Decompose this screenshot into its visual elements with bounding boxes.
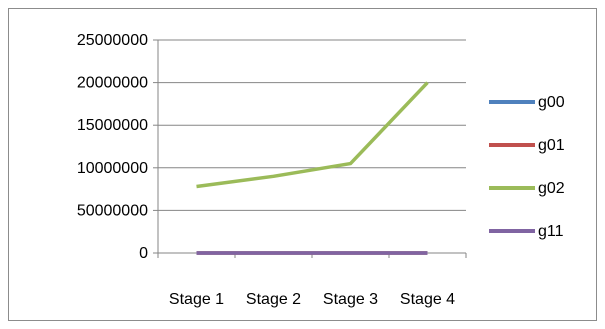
legend-label-g00: g00 [538, 94, 565, 111]
series-lines [196, 81, 429, 255]
y-tick-label: 15000000 [77, 117, 148, 134]
gridlines [157, 39, 466, 254]
y-tick-label: 10000000 [77, 160, 148, 177]
y-axis-ticks: 0 50000000 10000000 15000000 20000000 2500000… [77, 32, 158, 262]
y-tick-label: 25000000 [77, 32, 148, 49]
x-tick-label: Stage 1 [169, 291, 224, 308]
y-tick-label: 0 [139, 245, 148, 262]
legend-label-g01: g01 [538, 137, 565, 154]
x-axis-ticks: Stage 1 Stage 2 Stage 3 Stage 4 [157, 253, 467, 308]
x-tick-label: Stage 2 [246, 291, 301, 308]
legend: g00 g01 g02 g11 [489, 94, 565, 240]
y-tick-label: 50000000 [77, 202, 148, 219]
series-line-g02 [196, 81, 429, 189]
legend-label-g11: g11 [538, 223, 564, 240]
x-tick-label: Stage 4 [400, 291, 455, 308]
y-tick-label: 20000000 [77, 75, 148, 92]
chart-frame [8, 8, 597, 321]
x-tick-label: Stage 3 [323, 291, 378, 308]
legend-label-g02: g02 [538, 180, 565, 197]
